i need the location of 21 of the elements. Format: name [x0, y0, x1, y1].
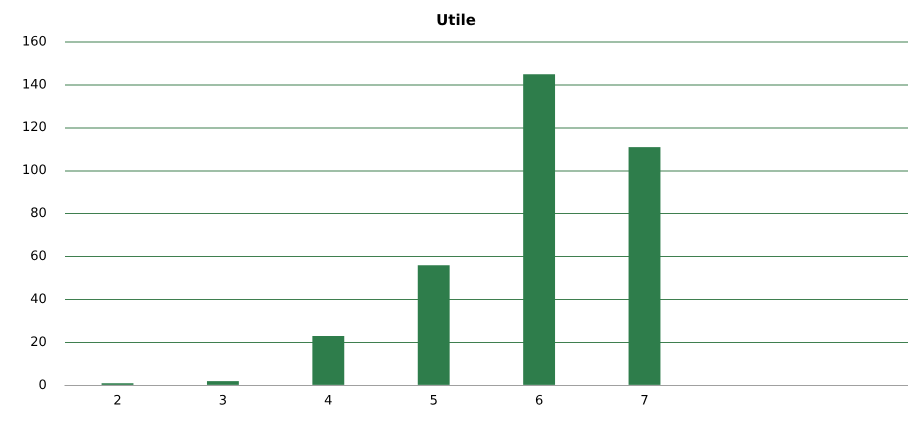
- bar: [628, 147, 660, 385]
- bar: [418, 265, 450, 385]
- y-tick-label: 0: [38, 378, 47, 393]
- y-tick-label: 20: [30, 334, 47, 350]
- chart-title: Utile: [436, 10, 476, 29]
- x-tick-label: 6: [534, 394, 544, 409]
- y-tick-label: 60: [30, 249, 47, 264]
- bar: [523, 74, 556, 385]
- x-tick-label: 2: [113, 394, 122, 409]
- y-tick-label: 100: [22, 163, 47, 178]
- y-tick-label: 140: [22, 77, 47, 92]
- x-tick-label: 7: [640, 394, 649, 409]
- y-tick-label: 80: [30, 206, 47, 222]
- y-tick-label: 40: [30, 292, 47, 307]
- bar: [312, 336, 344, 385]
- y-tick-label: 160: [22, 34, 47, 50]
- y-tick-label: 120: [22, 120, 47, 136]
- x-tick-label: 3: [218, 394, 228, 409]
- x-tick-label: 5: [430, 394, 438, 409]
- bar: [206, 381, 239, 385]
- x-tick-label: 4: [324, 394, 332, 409]
